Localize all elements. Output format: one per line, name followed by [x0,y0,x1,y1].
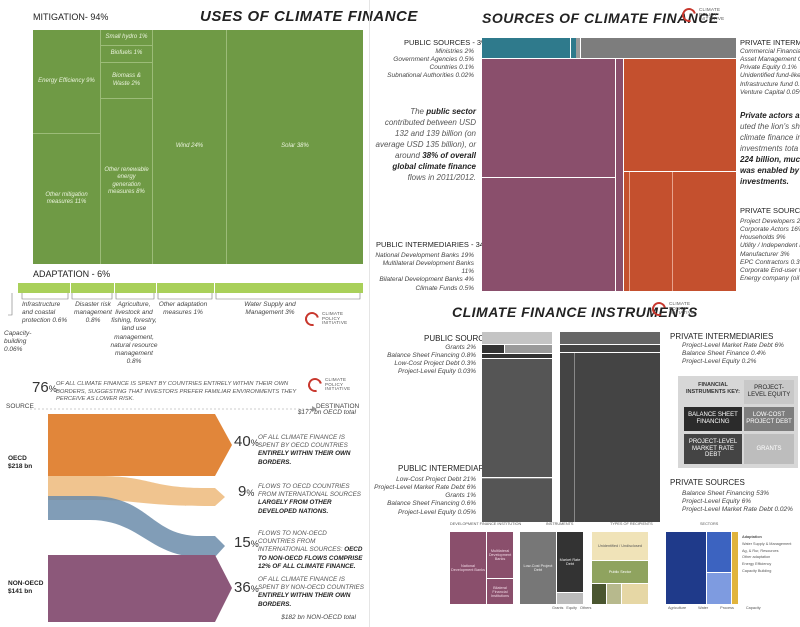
flow-to-non-oecd [48,496,225,557]
flow-pct-15: 15% [234,534,259,551]
src-private-sources-label: PRIVATE SOURCES - [740,206,800,215]
src-public-intermediaries-items: National Development Banks 19% Multilater… [375,252,474,292]
key-low-cost-debt: LOW-COST PROJECT DEBT [744,407,794,431]
adaptation-bar [18,283,363,293]
flow-pct-36: 36% [234,579,259,596]
cell-biofuels: Biofuels 1% [101,46,153,63]
key-market-rate-debt: PROJECT-LEVEL MARKET RATE DEBT [684,434,742,464]
instruments-key: FINANCIAL INSTRUMENTS KEY: PROJECT-LEVEL… [678,376,798,468]
sources-panel: SOURCES OF CLIMATE FINANCE CLIMATE POLICY… [370,0,800,300]
non-oecd-source-label: NON-OECD $141 bn [8,580,44,596]
uses-panel: MITIGATION- 94% USES OF CLIMATE FINANCE … [0,0,417,370]
src-private-sources-items: Project Developers 20%Corporate Actors 1… [740,218,800,282]
cpi-logo-instruments: CLIMATE POLICY INITIATIVE [649,299,694,319]
src-private-narrative: Private actors a uted the lion's sh climat… [740,111,800,187]
cell-biomass: Biomass & Waste 2% [101,63,153,99]
ins-bar-private [560,332,660,522]
flow-note-40: OF ALL CLIMATE FINANCE IS SPENT BY OECD … [258,434,351,466]
ins-private-sources-label: PRIVATE SOURCES [670,478,745,487]
mitigation-label: MITIGATION- 94% [33,12,109,22]
cell-small-hydro: Small hydro 1% [101,30,153,46]
flow-note-36: OF ALL CLIMATE FINANCE IS SPENT BY NON-O… [258,576,364,608]
cell-energy-efficiency: Energy Efficiency 9% [33,30,101,134]
src-public-intermediaries-label: PUBLIC INTERMEDIARIES - 34% [376,240,491,249]
oecd-source-label: OECD $218 bn [8,455,33,471]
src-cell-project-developers [624,59,736,171]
ins-public-intermediaries-items: Low-Cost Project Debt 21% Project-Level M… [374,476,476,516]
ins-bar-public [482,332,552,522]
ins-private-intermediaries-items: Project-Level Market Rate Debt 6% Balance… [682,342,784,366]
mitigation-treemap: Energy Efficiency 9% Other mitigation me… [33,30,363,264]
adaptation-agriculture: Agriculture, livestock and fishing, fore… [110,301,158,365]
flows-panel: 76% OF ALL CLIMATE FINANCE IS SPENT BY C… [0,370,370,627]
src-public-sources-items: Ministries 2% Government Agencies 0.5% Co… [387,48,474,80]
src-public-sources-label: PUBLIC SOURCES - 3% [404,38,488,47]
flow-note-15: FLOWS TO NON-OECD COUNTRIES FROM INTERNA… [258,530,363,570]
cpi-logo-icon [302,309,322,329]
adaptation-label: ADAPTATION - 6% [33,269,111,279]
adaptation-brackets [8,293,361,316]
cpi-logo-sources: CLIMATE POLICY INITIATIVE [679,5,724,25]
src-cell-public-teal [482,38,570,58]
src-private-intermediaries-label: PRIVATE INTERMEDIARIES [740,38,800,47]
flow-non-oecd-non-oecd [48,555,232,622]
destination-label: DESTINATION [316,403,360,410]
src-cell-multilateral [482,178,615,291]
adaptation-other: Other adaptation measures 1% [158,301,208,317]
key-title: FINANCIAL INSTRUMENTS KEY: [686,382,740,395]
ins-public-sources-label: PUBLIC SOURCES [424,334,495,343]
adaptation-disaster: Disaster risk management 0.8% [74,301,112,325]
flow-note-9: FLOWS TO OECD COUNTRIES FROM INTERNATION… [258,483,361,515]
cell-wind: Wind 24% [153,30,227,264]
key-grants: GRANTS [744,434,794,464]
flow-pct-9: 9% [238,483,255,500]
cpi-logo-uses: CLIMATE POLICY INITIATIVE [302,309,347,329]
headline-text: OF ALL CLIMATE FINANCE IS SPENT BY COUNT… [56,381,297,403]
adaptation-capacity: Capacity-building 0.06% [4,330,32,354]
source-label: SOURCE [6,403,34,410]
oecd-total: $177 bn OECD total [297,409,356,416]
flows-sankey [48,414,232,622]
ins-public-sources-items: Grants 2% Balance Sheet Financing 0.8% Lo… [387,344,476,376]
adaptation-infrastructure: Infrastructure and coastal protection 0.… [22,301,68,325]
sources-title: SOURCES OF CLIMATE FINANCE [482,10,719,26]
src-narrative: The public sector contributed between US… [375,107,477,183]
cpi-logo-flows: CLIMATE POLICY INITIATIVE [305,375,350,395]
src-private-intermediaries-items: Commercial Financial InstitutionsAsset M… [740,48,800,96]
sources-treemap [482,38,736,291]
key-project-equity: PROJECT-LEVEL EQUITY [744,380,794,404]
src-cell-private-intermediaries [581,38,736,58]
cell-other-mitigation: Other mitigation measures 11% [33,134,101,264]
src-cell-corporate-actors [624,172,736,291]
key-balance-sheet: BALANCE SHEET FINANCING [684,407,742,431]
adaptation-water: Water Supply and Management 3% [244,301,296,317]
uses-title: USES OF CLIMATE FINANCE [200,8,418,25]
non-oecd-total: $182 bn NON-OECD total [281,614,356,621]
instruments-panel: CLIMATE FINANCE INSTRUMENTS CLIMATE POLIC… [370,298,800,528]
ins-private-sources-items: Balance Sheet Financing 53% Project-Level… [682,490,793,514]
flow-pct-40: 40% [234,433,259,450]
panel-divider [369,0,370,627]
cell-solar: Solar 38% [281,143,309,150]
ins-private-intermediaries-label: PRIVATE INTERMEDIARIES [670,332,774,341]
source-destination-arrow [30,406,317,412]
bottom-thumbnail: DEVELOPMENT FINANCE INSTITUTION INSTRUME… [450,522,792,610]
src-cell-national-dev-banks [482,59,615,177]
headline-pct: 76% [32,379,57,396]
flow-oecd-oecd [48,414,232,476]
cell-other-renewable: Other renewable energy generation measur… [101,99,153,264]
instruments-title: CLIMATE FINANCE INSTRUMENTS [452,304,698,320]
ins-public-intermediaries-label: PUBLIC INTERMEDIARIES [398,464,498,473]
